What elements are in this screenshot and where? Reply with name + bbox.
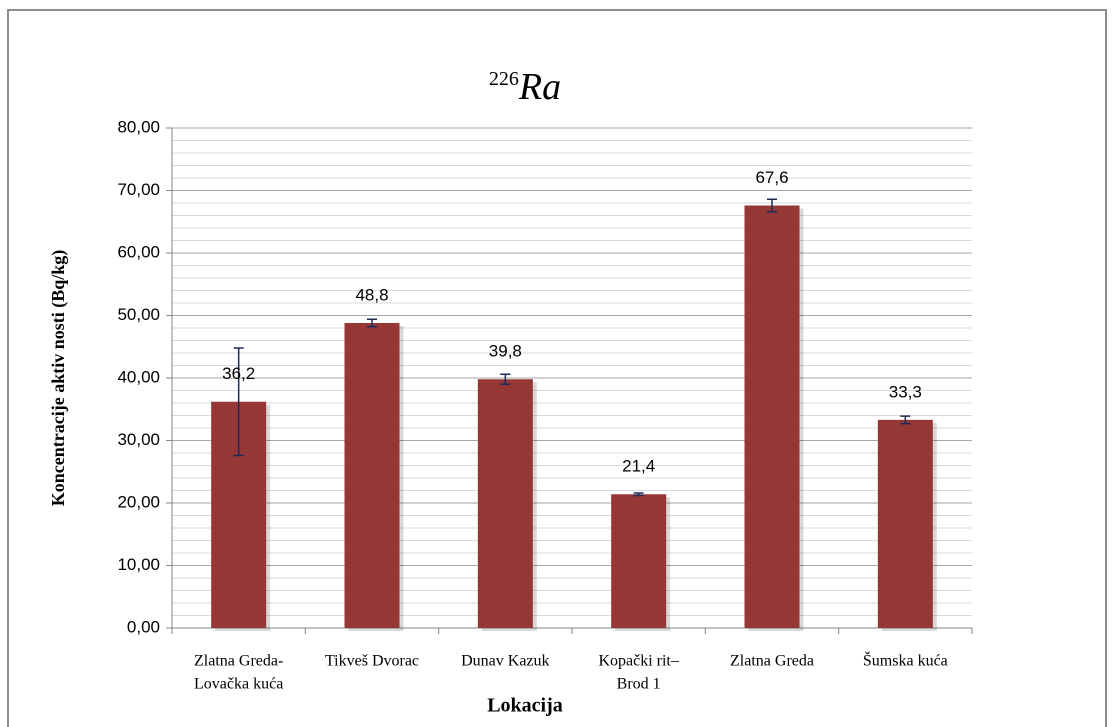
x-tick-label: Brod 1 xyxy=(617,676,661,693)
data-label: 33,3 xyxy=(889,382,922,401)
bar xyxy=(744,205,800,628)
y-axis-label: Koncentracije aktiv nosti (Bq/kg) xyxy=(48,250,69,507)
y-tick-label: 70,00 xyxy=(117,180,160,199)
x-tick-label: Zlatna Greda xyxy=(730,653,814,670)
y-tick-label: 80,00 xyxy=(117,117,160,136)
data-label: 39,8 xyxy=(489,342,522,361)
chart-border xyxy=(7,9,1107,727)
data-label: 67,6 xyxy=(755,168,788,187)
data-label: 21,4 xyxy=(622,457,655,476)
bar xyxy=(344,323,400,628)
data-label: 36,2 xyxy=(222,364,255,383)
x-tick-label: Kopački rit– xyxy=(598,653,679,670)
title-superscript: 226 xyxy=(489,68,519,90)
y-tick-label: 50,00 xyxy=(117,305,160,324)
x-tick-label: Dunav Kazuk xyxy=(461,653,549,670)
y-tick-label: 10,00 xyxy=(117,555,160,574)
y-tick-label: 20,00 xyxy=(117,492,160,511)
y-tick-label: 40,00 xyxy=(117,367,160,386)
title-symbol: Ra xyxy=(518,66,561,108)
y-tick-label: 60,00 xyxy=(117,242,160,261)
chart-title: 226Ra xyxy=(489,66,561,108)
x-tick-label: Zlatna Greda- xyxy=(194,653,283,670)
x-tick-label: Tikveš Dvorac xyxy=(325,653,419,670)
y-tick-label: 30,00 xyxy=(117,430,160,449)
y-tick-label: 0,00 xyxy=(127,617,160,636)
x-tick-label: Šumska kuća xyxy=(863,651,948,670)
x-axis-label: Lokacija xyxy=(487,695,563,717)
data-label: 48,8 xyxy=(355,285,388,304)
bar xyxy=(877,419,933,628)
x-tick-label: Lovačka kuća xyxy=(194,676,283,693)
bar xyxy=(611,494,667,628)
bar xyxy=(477,379,533,628)
